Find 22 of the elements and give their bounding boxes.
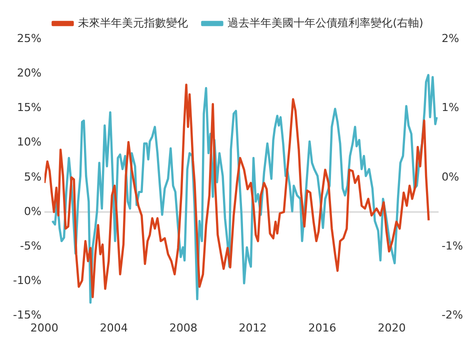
y-tick-label: 10% xyxy=(16,136,42,149)
y2-tick-label: 0% xyxy=(442,170,460,184)
y2-tick-label: 2% xyxy=(442,32,460,45)
y2-tick-label: 1% xyxy=(442,101,460,114)
x-tick-label: 2020 xyxy=(378,321,406,334)
y-tick-label: -15% xyxy=(12,308,42,322)
x-tick-label: 2004 xyxy=(100,321,128,334)
x-tick-label: 2008 xyxy=(169,321,198,334)
y-tick-label: 20% xyxy=(16,66,42,80)
y-tick-label: -10% xyxy=(12,274,42,288)
y-tick-label: 25% xyxy=(16,32,42,45)
y2-tick-label: -1% xyxy=(442,239,463,252)
y-tick-label: 15% xyxy=(16,101,42,114)
y-tick-label: 0% xyxy=(24,204,42,218)
y-tick-label: -5% xyxy=(20,239,42,252)
x-tick-label: 2016 xyxy=(308,321,336,334)
x-tick-label: 2000 xyxy=(30,321,58,334)
legend-label: 過去半年美國十年公債殖利率變化(右軸) xyxy=(228,16,424,30)
x-tick-label: 2012 xyxy=(238,321,267,334)
legend-label: 未來半年美元指數變化 xyxy=(78,16,188,30)
y-tick-label: 5% xyxy=(24,170,42,184)
y2-tick-label: -2% xyxy=(442,308,463,322)
